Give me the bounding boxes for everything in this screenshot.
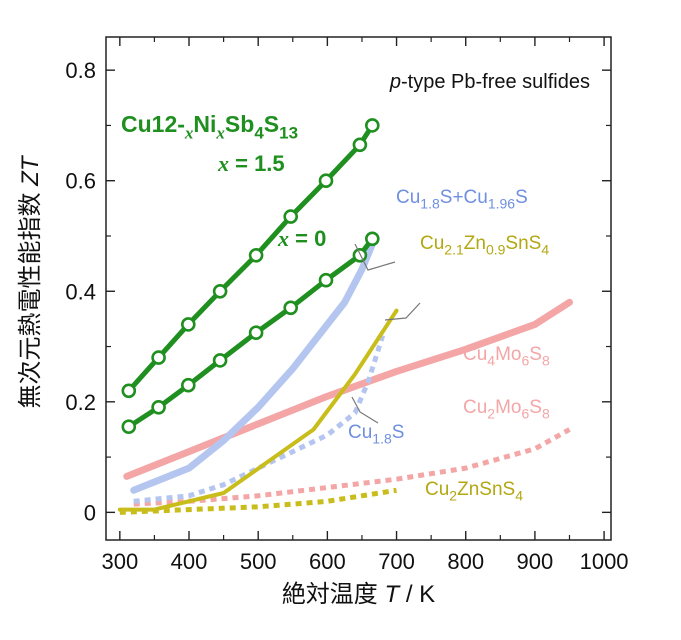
data-point-cu12-xnixsb4s13-x-1-5 <box>318 173 334 188</box>
y-tick-label-0.8: 0.8 <box>65 58 96 83</box>
leader-line <box>384 302 421 321</box>
series-line-cu2-1zn0-9sns4 <box>117 308 399 512</box>
data-point-cu12-xnixsb4s13-x-1-5 <box>212 283 228 299</box>
data-point-cu12-xnixsb4s13-x-0 <box>212 353 228 368</box>
tick-labels: 300 400 500 600 700 800 900 1000 0 0.2 0.4 0.6 0.8 <box>65 58 628 574</box>
y-axis-title: 無次元熱電性能指数 ZT <box>17 154 44 408</box>
data-point-cu12-xnixsb4s13-x-1-5 <box>248 248 264 263</box>
x-tick-label-400: 400 <box>171 549 208 574</box>
data-point-cu12-xnixsb4s13-x-1-5 <box>283 209 299 224</box>
x-tick-label-700: 700 <box>378 549 415 574</box>
label-cu2znsns4: Cu2ZnSnS4 <box>425 479 523 503</box>
axis-titles: 絶対温度 T / K 無次元熱電性能指数 ZT <box>17 154 435 608</box>
label-cu18s-cu196s: Cu1.8S+Cu1.96S <box>396 187 528 211</box>
data-point-cu12-xnixsb4s13-x-0 <box>318 272 334 288</box>
data-point-cu12-xnixsb4s13-x-0 <box>181 377 196 393</box>
axis-ticks <box>106 37 611 540</box>
data-point-cu12-xnixsb4s13-x-0 <box>352 248 368 263</box>
series-line-cu1-8s <box>133 334 386 504</box>
x-axis-title: 絶対温度 T / K <box>282 581 435 608</box>
data-point-cu12-xnixsb4s13-x-1-5 <box>352 137 368 153</box>
leader-line <box>351 396 379 424</box>
data-point-cu12-xnixsb4s13-x-0 <box>151 399 166 415</box>
series-line-cu2znsns4 <box>119 487 397 515</box>
y-tick-label-0: 0 <box>84 500 96 525</box>
label-cu4mo6s8: Cu4Mo6S8 <box>463 344 550 368</box>
chart-title: p-type Pb-free sulfides <box>389 71 590 93</box>
x-tick-label-500: 500 <box>240 549 277 574</box>
y-tick-label-0.4: 0.4 <box>65 279 96 304</box>
x-tick-label-600: 600 <box>309 549 346 574</box>
plot-frame <box>105 36 612 541</box>
x-tick-label-300: 300 <box>101 549 138 574</box>
annotations: Cu4Mo6S8 Cu2Mo6S8 Cu1.8S+Cu1.96S Cu1.8S Cu2.… <box>121 71 590 503</box>
data-point-cu12-xnixsb4s13-x-1-5 <box>151 350 166 365</box>
series-line-cu4mo6s8 <box>123 298 573 480</box>
label-x0: x = 0 <box>277 226 326 251</box>
data-point-cu12-xnixsb4s13-x-1-5 <box>121 383 137 399</box>
label-cu18s: Cu1.8S <box>348 422 404 446</box>
leader-line <box>354 243 396 271</box>
series-layer <box>117 118 573 515</box>
y-tick-label-0.2: 0.2 <box>65 390 96 415</box>
label-cu12nisbs: Cu12-xNixSb4S13 <box>121 111 298 142</box>
leader-lines <box>351 243 421 424</box>
data-point-cu12-xnixsb4s13-x-0 <box>364 231 380 247</box>
label-cu21zn09sns4: Cu2.1Zn0.9SnS4 <box>420 233 549 257</box>
label-x15: x = 1.5 <box>217 151 285 176</box>
y-tick-label-0.6: 0.6 <box>65 169 96 194</box>
x-tick-label-900: 900 <box>517 549 554 574</box>
data-point-cu12-xnixsb4s13-x-0 <box>248 325 264 341</box>
label-cu2mo6s8: Cu2Mo6S8 <box>463 397 550 421</box>
data-point-cu12-xnixsb4s13-x-1-5 <box>364 118 380 133</box>
series-line-cu1-8s-cu1-96s <box>130 240 376 494</box>
data-point-cu12-xnixsb4s13-x-1-5 <box>181 317 196 332</box>
data-point-cu12-xnixsb4s13-x-0 <box>283 300 299 316</box>
x-tick-label-800: 800 <box>447 549 484 574</box>
data-point-cu12-xnixsb4s13-x-0 <box>121 419 137 435</box>
x-tick-label-1000: 1000 <box>580 549 629 574</box>
